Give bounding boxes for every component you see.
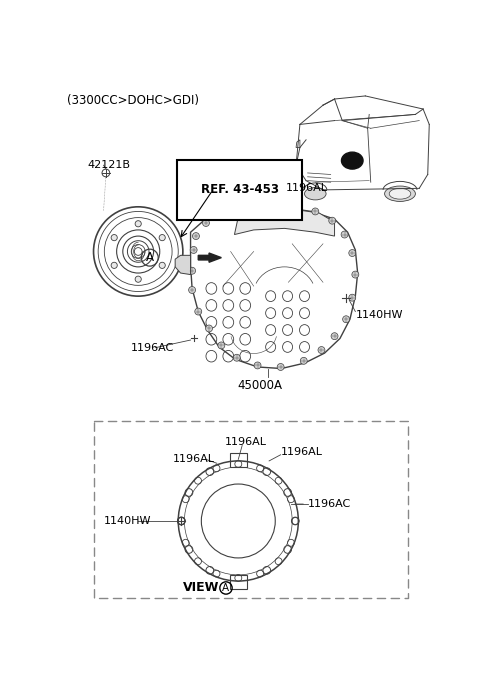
Text: 1196AC: 1196AC	[131, 343, 174, 353]
Circle shape	[111, 235, 117, 241]
Text: 1140HW: 1140HW	[104, 516, 151, 526]
Circle shape	[159, 262, 165, 268]
Text: 45000A: 45000A	[237, 378, 282, 391]
Circle shape	[233, 354, 240, 361]
Ellipse shape	[384, 186, 415, 201]
Circle shape	[242, 206, 250, 213]
Ellipse shape	[304, 187, 326, 200]
Circle shape	[203, 220, 209, 226]
Text: 1196AL: 1196AL	[286, 183, 328, 194]
Circle shape	[349, 250, 356, 256]
Circle shape	[218, 342, 225, 349]
Text: 1196AL: 1196AL	[281, 447, 323, 457]
Circle shape	[289, 204, 296, 211]
Circle shape	[195, 308, 202, 315]
Circle shape	[135, 221, 141, 227]
Circle shape	[329, 218, 336, 224]
Circle shape	[343, 316, 349, 323]
Text: 1140HW: 1140HW	[355, 310, 403, 319]
Circle shape	[341, 231, 348, 238]
Circle shape	[300, 357, 307, 365]
Ellipse shape	[341, 152, 363, 169]
Circle shape	[189, 287, 195, 293]
Circle shape	[219, 211, 227, 218]
Circle shape	[331, 332, 338, 340]
Circle shape	[254, 362, 261, 369]
Text: 42121B: 42121B	[87, 160, 131, 170]
Circle shape	[312, 208, 319, 215]
Text: A: A	[222, 583, 229, 593]
Text: REF. 43-453: REF. 43-453	[201, 183, 279, 196]
Text: 1196AL: 1196AL	[173, 454, 215, 464]
Circle shape	[189, 267, 195, 274]
Circle shape	[318, 347, 325, 354]
Text: 1196AL: 1196AL	[225, 438, 267, 447]
Polygon shape	[175, 255, 191, 274]
Circle shape	[352, 271, 359, 278]
Circle shape	[265, 204, 273, 211]
Circle shape	[135, 276, 141, 282]
Circle shape	[111, 262, 117, 268]
Text: (3300CC>DOHC>GDI): (3300CC>DOHC>GDI)	[67, 94, 199, 107]
Circle shape	[192, 233, 199, 239]
Circle shape	[277, 363, 284, 371]
Circle shape	[205, 325, 213, 332]
Circle shape	[159, 235, 165, 241]
Text: 1196AC: 1196AC	[308, 499, 351, 509]
Circle shape	[190, 246, 197, 253]
Polygon shape	[198, 253, 221, 262]
Circle shape	[349, 294, 356, 301]
Ellipse shape	[389, 188, 411, 199]
Text: A: A	[146, 251, 154, 264]
Text: VIEW: VIEW	[183, 581, 219, 594]
Polygon shape	[234, 209, 335, 236]
